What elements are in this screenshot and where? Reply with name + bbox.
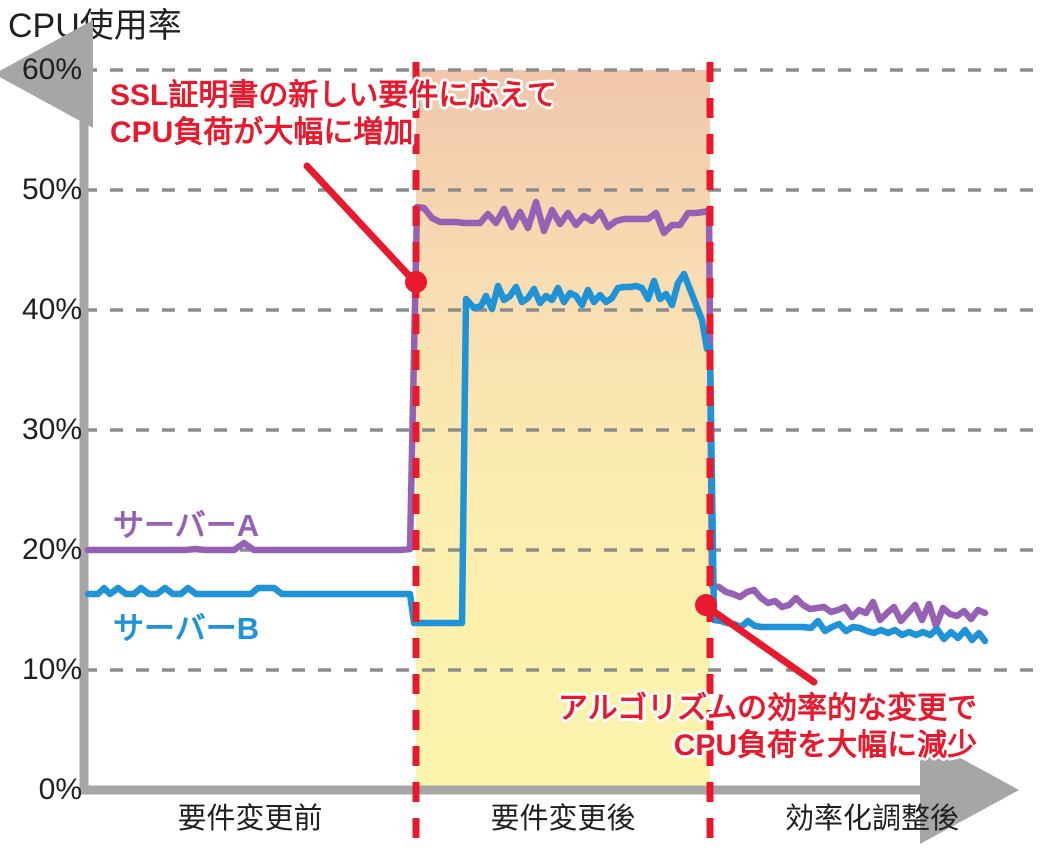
y-tick-40: 40% bbox=[21, 293, 82, 326]
annotation-decrease-line2: CPU負荷を大幅に減少 bbox=[673, 728, 978, 762]
callout-dot-1 bbox=[405, 271, 427, 293]
gridlines bbox=[84, 68, 1040, 672]
callout-leader-2 bbox=[702, 602, 818, 686]
y-tick-10: 10% bbox=[21, 653, 82, 686]
series-label-server-a: サーバーA bbox=[113, 508, 260, 543]
annotation-increase-line2: CPU負荷が大幅に増加 bbox=[110, 115, 414, 149]
y-axis-labels: 60% 50% 40% 30% 20% 10% 0% bbox=[0, 0, 82, 851]
y-tick-20: 20% bbox=[21, 533, 82, 566]
series-label-server-b: サーバーB bbox=[113, 611, 260, 646]
y-tick-30: 30% bbox=[21, 413, 82, 446]
y-tick-50: 50% bbox=[21, 173, 82, 206]
series-line-server-b bbox=[84, 270, 989, 645]
x-tick-before-change: 要件変更前 bbox=[177, 803, 323, 835]
annotation-increase-line1: SSL証明書の新しい要件に応えて bbox=[110, 79, 557, 112]
x-tick-after-optimization: 効率化調整後 bbox=[784, 803, 960, 835]
series-line-server-a bbox=[84, 198, 989, 630]
callout-leader-1 bbox=[303, 162, 418, 285]
annotation-decrease: アルゴリズムの効率的な変更で CPU負荷を大幅に減少 bbox=[558, 691, 977, 764]
callout-dot-2 bbox=[695, 594, 717, 616]
y-tick-60: 60% bbox=[21, 53, 82, 86]
x-tick-after-change: 要件変更後 bbox=[490, 803, 636, 835]
annotation-increase: SSL証明書の新しい要件に応えて CPU負荷が大幅に増加 bbox=[110, 78, 557, 151]
annotation-decrease-line1: アルゴリズムの効率的な変更で bbox=[558, 692, 978, 725]
y-tick-0: 0% bbox=[38, 773, 82, 806]
